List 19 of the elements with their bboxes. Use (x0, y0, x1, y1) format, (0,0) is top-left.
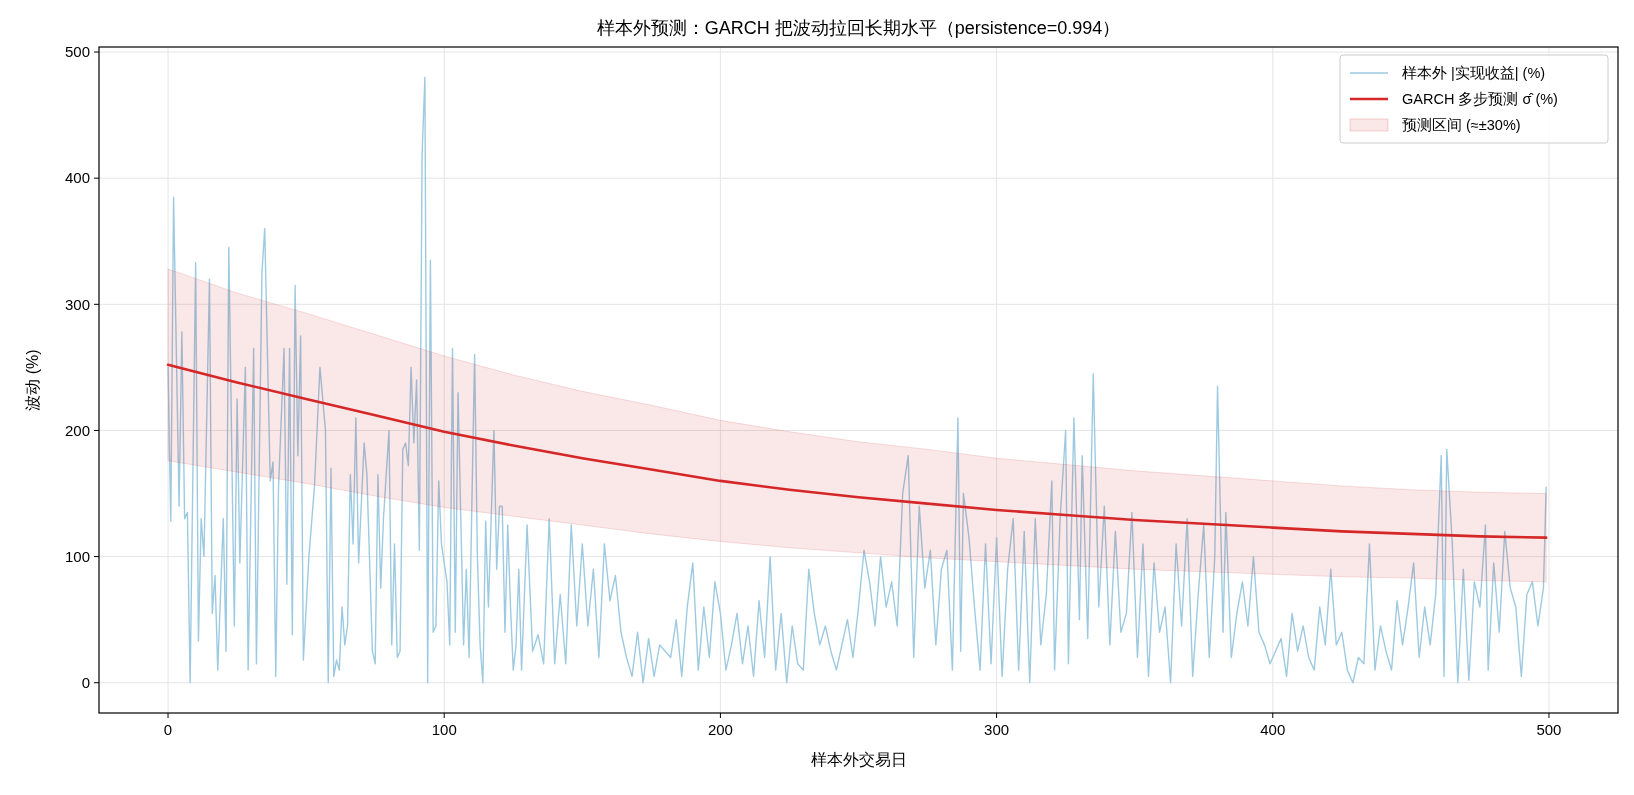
y-tick-label: 300 (64, 295, 90, 313)
x-tick-label: 300 (984, 721, 1010, 738)
x-tick-label: 500 (1536, 721, 1562, 738)
annotation: 预测区间 (≈±30%) (1402, 117, 1521, 134)
y-tick-label: 100 (64, 547, 90, 565)
y-tick-label: 200 (64, 421, 90, 439)
y-tick-label: 400 (64, 169, 90, 187)
legend-label: GARCH 多步预测 σ̂ (%) (1402, 91, 1558, 108)
x-tick-label: 100 (431, 721, 457, 738)
x-tick-label: 200 (707, 721, 733, 738)
y-tick-label: 500 (64, 43, 90, 61)
y-axis-title: 波动 (%) (24, 349, 41, 411)
legend-label: 样本外 |实现收益| (%) (1402, 65, 1546, 82)
chart-title: 样本外预测：GARCH 把波动拉回长期水平（persistence=0.994） (596, 18, 1121, 38)
y-tick-label: 0 (81, 673, 90, 691)
x-tick-label: 0 (163, 721, 173, 738)
line-series (166, 363, 1548, 539)
x-tick-label: 400 (1260, 721, 1286, 738)
x-axis-title: 样本外交易日 (810, 751, 907, 768)
